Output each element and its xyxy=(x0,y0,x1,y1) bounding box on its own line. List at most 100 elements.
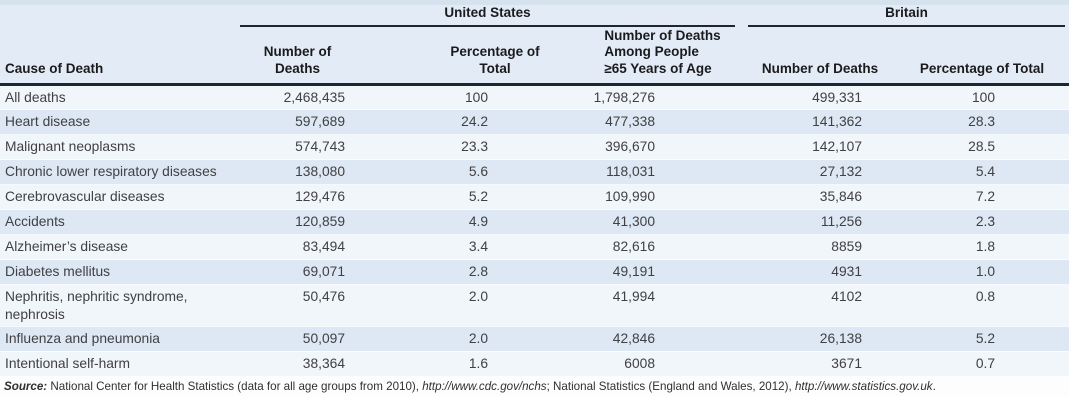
cell-cause: Heart disease xyxy=(0,109,240,135)
cell-uk-deaths: 11,256 xyxy=(745,209,895,235)
source-note: Source: National Center for Health Stati… xyxy=(0,376,1069,397)
cell-uk-pct: 0.7 xyxy=(895,350,1069,377)
header-us-deaths-65-text: Number of Deaths Among People ≥65 Years … xyxy=(604,27,721,76)
cell-cause: Influenza and pneumonia xyxy=(0,325,240,352)
table-row-diabetes: Diabetes mellitus 69,071 2.8 49,191 4931… xyxy=(0,259,1069,285)
cell-uk-deaths: 142,107 xyxy=(745,134,895,160)
table-row-intentional-self-harm: Intentional self-harm 38,364 1.6 6008 36… xyxy=(0,350,1069,377)
cell-us-pct: 5.6 xyxy=(400,159,550,185)
cell-uk-pct: 1.0 xyxy=(895,259,1069,285)
cell-us-65: 396,670 xyxy=(550,134,745,160)
cell-us-deaths: 129,476 xyxy=(240,184,400,210)
column-group-britain: Britain xyxy=(745,2,1069,27)
table-row-chronic-lower-respiratory: Chronic lower respiratory diseases 138,0… xyxy=(0,159,1069,185)
cell-us-65: 82,616 xyxy=(550,234,745,260)
cell-us-65: 109,990 xyxy=(550,184,745,210)
cell-us-deaths: 120,859 xyxy=(240,209,400,235)
cell-uk-pct: 1.8 xyxy=(895,234,1069,260)
cell-us-pct: 2.0 xyxy=(400,325,550,352)
cell-uk-deaths: 499,331 xyxy=(745,84,895,110)
cell-us-65: 1,798,276 xyxy=(550,84,745,110)
cell-us-65: 6008 xyxy=(550,350,745,377)
table-row-malignant-neoplasms: Malignant neoplasms 574,743 23.3 396,670… xyxy=(0,134,1069,160)
cell-us-deaths: 38,364 xyxy=(240,350,400,377)
table-row-heart-disease: Heart disease 597,689 24.2 477,338 141,3… xyxy=(0,109,1069,135)
cell-uk-deaths: 27,132 xyxy=(745,159,895,185)
cell-cause: Nephritis, nephritic syndrome, nephrosis xyxy=(0,284,240,327)
cell-uk-pct: 2.3 xyxy=(895,209,1069,235)
table-row-all-deaths: All deaths 2,468,435 100 1,798,276 499,3… xyxy=(0,84,1069,110)
britain-group-label: Britain xyxy=(748,5,1066,27)
cell-uk-deaths: 26,138 xyxy=(745,325,895,352)
column-group-row: United States Britain xyxy=(0,2,1069,27)
table-row-influenza-pneumonia: Influenza and pneumonia 50,097 2.0 42,84… xyxy=(0,325,1069,352)
column-group-united-states: United States xyxy=(240,2,745,27)
cell-us-pct: 1.6 xyxy=(400,350,550,377)
cell-us-pct: 100 xyxy=(400,84,550,110)
cell-uk-pct: 28.5 xyxy=(895,134,1069,160)
source-text-2: ; National Statistics (England and Wales… xyxy=(546,380,795,394)
cell-us-65: 41,300 xyxy=(550,209,745,235)
table-row-cerebrovascular: Cerebrovascular diseases 129,476 5.2 109… xyxy=(0,184,1069,210)
cell-cause: Alzheimer’s disease xyxy=(0,234,240,260)
cell-us-65: 477,338 xyxy=(550,109,745,135)
header-us-number-of-deaths: Number of Deaths xyxy=(240,26,400,87)
source-text-3: . xyxy=(932,380,936,394)
cell-uk-pct: 100 xyxy=(895,84,1069,110)
header-cause-of-death: Cause of Death xyxy=(0,26,240,87)
cell-us-deaths: 2,468,435 xyxy=(240,84,400,110)
cell-us-pct: 2.0 xyxy=(400,284,550,327)
cell-us-deaths: 574,743 xyxy=(240,134,400,160)
cell-us-pct: 5.2 xyxy=(400,184,550,210)
source-url-cdc: http://www.cdc.gov/nchs xyxy=(422,380,547,394)
cell-us-pct: 24.2 xyxy=(400,109,550,135)
header-britain-percentage-of-total: Percentage of Total xyxy=(895,26,1069,87)
group-spacer xyxy=(0,2,240,27)
header-britain-number-of-deaths: Number of Deaths xyxy=(745,26,895,87)
cell-uk-deaths: 8859 xyxy=(745,234,895,260)
cell-us-deaths: 50,476 xyxy=(240,284,400,327)
table-row-nephritis: Nephritis, nephritic syndrome, nephrosis… xyxy=(0,284,1069,327)
cell-cause: Diabetes mellitus xyxy=(0,259,240,285)
cell-us-65: 49,191 xyxy=(550,259,745,285)
cell-uk-deaths: 4931 xyxy=(745,259,895,285)
cell-uk-deaths: 141,362 xyxy=(745,109,895,135)
column-header-row: Cause of Death Number of Deaths Percenta… xyxy=(0,26,1069,87)
cell-us-65: 42,846 xyxy=(550,325,745,352)
table-row-alzheimers: Alzheimer’s disease 83,494 3.4 82,616 88… xyxy=(0,234,1069,260)
cell-us-deaths: 597,689 xyxy=(240,109,400,135)
cell-uk-pct: 7.2 xyxy=(895,184,1069,210)
cell-uk-pct: 5.2 xyxy=(895,325,1069,352)
source-url-uk-statistics: http://www.statistics.gov.uk xyxy=(794,380,933,394)
cell-cause: Malignant neoplasms xyxy=(0,134,240,160)
table-row-accidents: Accidents 120,859 4.9 41,300 11,256 2.3 xyxy=(0,209,1069,235)
cell-us-pct: 23.3 xyxy=(400,134,550,160)
cell-uk-pct: 28.3 xyxy=(895,109,1069,135)
header-us-percentage-of-total: Percentage of Total xyxy=(400,26,550,87)
cell-uk-deaths: 3671 xyxy=(745,350,895,377)
header-us-deaths-65-and-over: Number of Deaths Among People ≥65 Years … xyxy=(550,26,745,87)
cell-us-65: 41,994 xyxy=(550,284,745,327)
source-text-1: National Center for Health Statistics (d… xyxy=(47,380,423,394)
united-states-group-label: United States xyxy=(240,5,735,27)
cell-cause: Chronic lower respiratory diseases xyxy=(0,159,240,185)
cell-cause: Cerebrovascular diseases xyxy=(0,184,240,210)
cell-us-pct: 3.4 xyxy=(400,234,550,260)
cell-us-deaths: 69,071 xyxy=(240,259,400,285)
cause-of-death-table: United States Britain Cause of Death Num… xyxy=(0,0,1069,377)
cell-cause: Intentional self-harm xyxy=(0,350,240,377)
cell-us-pct: 2.8 xyxy=(400,259,550,285)
cell-us-65: 118,031 xyxy=(550,159,745,185)
cell-uk-pct: 0.8 xyxy=(895,284,1069,327)
cell-us-deaths: 138,080 xyxy=(240,159,400,185)
cell-uk-deaths: 4102 xyxy=(745,284,895,327)
cell-uk-deaths: 35,846 xyxy=(745,184,895,210)
source-label: Source: xyxy=(4,380,48,394)
cell-us-deaths: 50,097 xyxy=(240,325,400,352)
cell-uk-pct: 5.4 xyxy=(895,159,1069,185)
cell-us-pct: 4.9 xyxy=(400,209,550,235)
cell-us-deaths: 83,494 xyxy=(240,234,400,260)
cell-cause: Accidents xyxy=(0,209,240,235)
cell-cause: All deaths xyxy=(0,84,240,110)
